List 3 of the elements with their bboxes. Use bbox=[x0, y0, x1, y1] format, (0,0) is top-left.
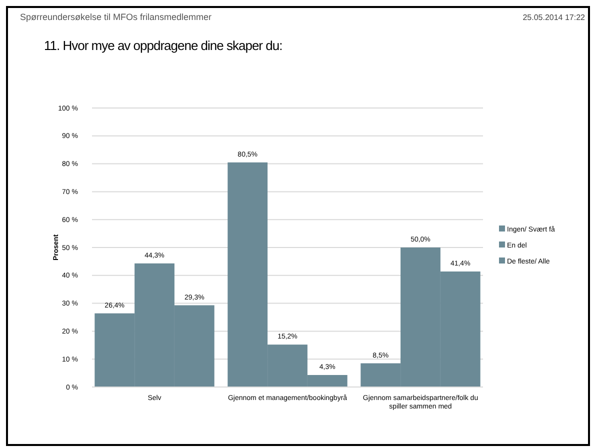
text: 25.05.2014 17:22 bbox=[522, 13, 586, 22]
chart-title: 11. Hvor mye av oppdragene dine skaper du: bbox=[44, 38, 282, 53]
chart-subtitle: Spørreundersøkelse til MFOs frilansmedlemmer bbox=[20, 12, 212, 22]
